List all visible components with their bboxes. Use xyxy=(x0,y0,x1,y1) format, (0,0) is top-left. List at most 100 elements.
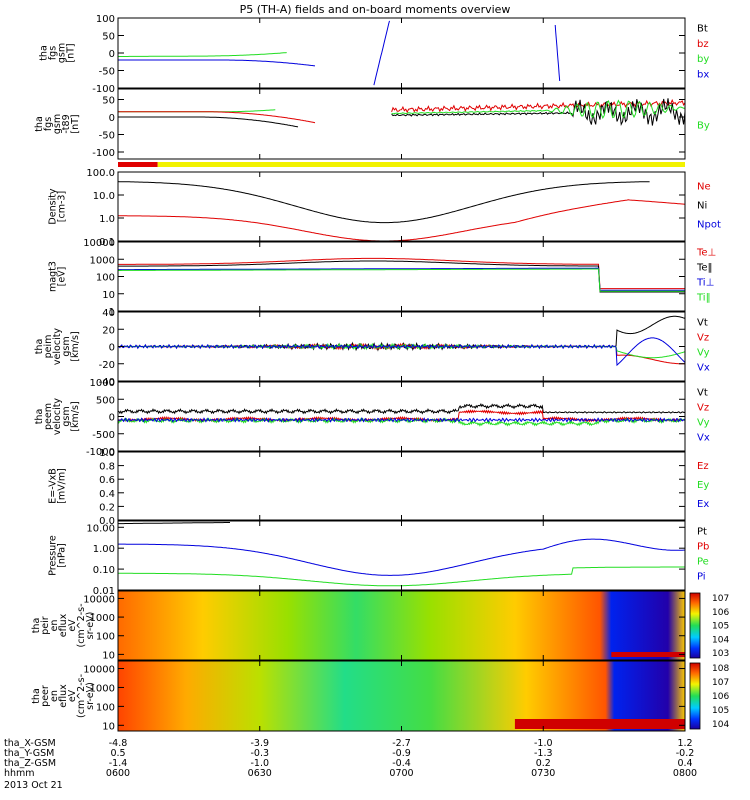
legend-efield-2: Ex xyxy=(697,499,709,510)
x-tick-label: -0.2 xyxy=(676,748,695,759)
axis-row-label: hhmm xyxy=(4,768,35,779)
y-axis-label: (cm^2-s- xyxy=(76,674,87,718)
y-tick-label: 0.0 xyxy=(99,516,115,527)
y-tick-label: -20 xyxy=(99,360,115,371)
y-tick-label: 1000 xyxy=(90,613,115,624)
legend-peim_velocity-3: Vx xyxy=(697,363,710,374)
y-axis-label: peer xyxy=(40,685,51,707)
series-pi xyxy=(118,538,685,576)
y-axis-label: [nT] xyxy=(66,43,77,62)
colorbar xyxy=(689,662,701,730)
axis-row-label: tha_Z-GSM xyxy=(4,758,56,769)
y-tick-label: 10 xyxy=(102,721,115,732)
colorbar-label: 106 xyxy=(712,692,729,702)
peir-spectrogram xyxy=(118,591,685,660)
series-bz-t89 xyxy=(118,111,316,124)
y-axis-label: tha xyxy=(31,688,42,704)
legend-temperature-2: Ti⊥ xyxy=(696,278,714,289)
legend-peim_velocity-2: Vy xyxy=(697,348,710,359)
y-tick-label: 1000 xyxy=(90,255,115,266)
y-axis-label: peem xyxy=(43,403,54,430)
x-tick-label: -0.9 xyxy=(392,748,411,759)
y-tick-label: 10 xyxy=(102,650,115,661)
series-vz-peem xyxy=(117,409,686,423)
colorbar xyxy=(689,592,701,659)
y-tick-label: 10000 xyxy=(83,238,115,249)
x-tick-label: 0630 xyxy=(248,768,272,779)
y-axis-label: gsm xyxy=(52,114,63,134)
y-tick-label: 0.10 xyxy=(93,565,115,576)
series-black-t89 xyxy=(391,98,686,126)
y-tick-label: 0 xyxy=(109,113,115,124)
x-tick-label: 0.2 xyxy=(536,758,551,769)
y-axis-label: en xyxy=(49,690,60,702)
axis-row-label: tha_X-GSM xyxy=(4,738,56,749)
legend-fgs_gsm-3: bx xyxy=(697,69,709,80)
y-tick-label: 1 xyxy=(109,307,115,318)
x-tick-label: 0.5 xyxy=(110,748,125,759)
x-tick-label: -1.0 xyxy=(534,738,553,749)
x-tick-label: -4.8 xyxy=(109,738,128,749)
series-ni xyxy=(117,181,650,224)
y-axis-label: -t89 xyxy=(61,114,72,133)
y-axis-label: eV xyxy=(67,619,78,632)
y-axis-label: [cm-3] xyxy=(57,191,68,222)
y-tick-label: 100.0 xyxy=(86,168,115,179)
x-tick-label: -1.4 xyxy=(109,758,128,769)
y-axis-label: eV xyxy=(67,689,78,702)
series-pe xyxy=(118,566,685,587)
y-axis-label: [eV] xyxy=(57,267,68,287)
y-tick-label: 1.0 xyxy=(99,448,115,459)
y-tick-label: 0.1 xyxy=(99,237,115,248)
y-axis-label: en xyxy=(49,620,60,632)
y-axis-label: [nT] xyxy=(70,114,81,133)
x-tick-label: 0600 xyxy=(106,768,130,779)
x-tick-label: -0.4 xyxy=(392,758,411,769)
y-axis-label: sr-eV) xyxy=(85,682,96,710)
legend-efield-1: Ey xyxy=(697,480,709,491)
y-axis-label: Density xyxy=(48,188,59,224)
legend-peem_velocity-3: Vx xyxy=(697,433,710,444)
series-vx-peim xyxy=(117,337,686,367)
y-axis-label: tha xyxy=(34,409,45,425)
x-tick-label: 0730 xyxy=(531,768,555,779)
y-tick-label: 100 xyxy=(96,14,115,25)
y-axis-label: [km/s] xyxy=(70,331,81,361)
legend-peem_velocity-1: Vz xyxy=(697,403,709,414)
series-vt-peim xyxy=(118,315,686,352)
y-tick-label: 0.01 xyxy=(93,586,115,597)
x-tick-label: 0800 xyxy=(673,768,697,779)
peer-spectrogram-band xyxy=(514,719,685,729)
y-tick-label: 50 xyxy=(102,32,115,43)
panel-frame xyxy=(117,88,686,160)
y-axis-label: peim xyxy=(43,335,54,359)
y-tick-label: 0.6 xyxy=(99,475,115,486)
y-tick-label: 0 xyxy=(109,343,115,354)
legend-density-2: Npot xyxy=(697,220,721,231)
y-tick-label: -50 xyxy=(99,67,115,78)
legend-fgs_gsm-1: bz xyxy=(697,39,709,50)
figure-title: P5 (TH-A) fields and on-board moments ov… xyxy=(240,3,511,16)
y-tick-label: -40 xyxy=(99,377,115,388)
x-tick-label: -0.3 xyxy=(250,748,269,759)
y-axis-label: tha xyxy=(39,45,50,61)
legend-peem_velocity-0: Vt xyxy=(697,388,708,399)
colorbar-label: 107 xyxy=(712,594,729,604)
y-tick-label: 100 xyxy=(96,273,115,284)
y-tick-label: 10000 xyxy=(83,594,115,605)
legend-temperature-0: Te⊥ xyxy=(696,248,716,259)
panel-frame xyxy=(117,241,686,312)
y-axis-label: tha xyxy=(34,116,45,132)
series-ti-perp xyxy=(118,267,685,291)
y-tick-label: -50 xyxy=(99,131,115,142)
legend-density-1: Ni xyxy=(697,200,707,211)
y-tick-label: -100 xyxy=(92,148,115,159)
legend-temperature-3: Ti‖ xyxy=(696,293,711,304)
panel-frame xyxy=(117,17,686,89)
colorbar-label: 106 xyxy=(712,608,729,618)
series-green-t89 xyxy=(391,99,686,120)
legend-pressure-0: Pt xyxy=(697,527,707,538)
x-tick-label: 0700 xyxy=(389,768,413,779)
y-tick-label: 10.00 xyxy=(86,523,115,534)
